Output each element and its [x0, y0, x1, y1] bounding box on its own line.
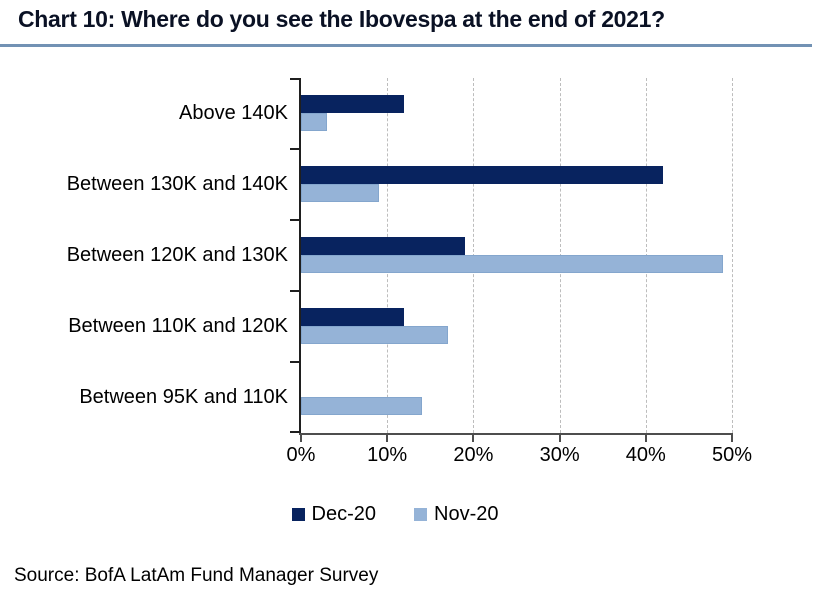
- legend-swatch-nov-20: [414, 508, 427, 521]
- bar-nov-20: [301, 255, 724, 273]
- x-tick-label: 40%: [625, 444, 666, 466]
- y-tick: [290, 361, 299, 363]
- title-underline: [0, 44, 812, 47]
- x-tick: [472, 435, 475, 442]
- y-axis-line: [299, 78, 301, 435]
- x-tick-label: 0%: [286, 444, 316, 466]
- x-tick: [300, 435, 302, 442]
- category-row: [301, 291, 732, 362]
- bar-nov-20: [301, 397, 422, 415]
- category-row: [301, 220, 732, 291]
- legend-item: Nov-20: [414, 503, 498, 526]
- bar-nov-20: [301, 184, 379, 202]
- legend-item: Dec-20: [291, 503, 376, 526]
- x-tick-label: 20%: [453, 444, 494, 466]
- x-axis-line: [299, 433, 733, 435]
- chart-title: Chart 10: Where do you see the Ibovespa …: [18, 6, 665, 32]
- category-row: [301, 362, 732, 433]
- y-tick: [290, 431, 299, 433]
- category-row: [301, 149, 732, 220]
- category-label: Between 110K and 120K: [68, 315, 288, 337]
- legend-swatch-dec-20: [291, 508, 305, 521]
- category-label: Above 140K: [179, 102, 288, 124]
- x-tick-label: 10%: [367, 444, 408, 466]
- category-axis: Above 140K Between 130K and 140K Between 1…: [0, 78, 288, 433]
- chart-legend: Dec-20 Nov-20: [0, 503, 790, 526]
- bar-dec-20: [301, 95, 405, 113]
- legend-label: Nov-20: [434, 503, 499, 525]
- category-label: Between 95K and 110K: [79, 386, 288, 408]
- x-tick: [386, 435, 389, 442]
- y-tick: [290, 290, 299, 292]
- x-tick: [731, 435, 733, 442]
- y-tick: [290, 148, 299, 150]
- bar-nov-20: [301, 326, 448, 344]
- y-tick: [290, 78, 299, 80]
- x-axis-labels: 0% 10% 20% 30% 40% 50%: [287, 444, 752, 468]
- category-label: Between 130K and 140K: [66, 173, 288, 195]
- x-tick-label: 30%: [539, 444, 580, 466]
- category-label: Between 120K and 130K: [66, 244, 288, 266]
- x-tick: [644, 435, 647, 442]
- category-row: [301, 78, 732, 149]
- x-tick: [558, 435, 561, 442]
- gridline: [732, 78, 733, 433]
- bar-dec-20: [301, 308, 405, 326]
- x-tick-label: 50%: [711, 444, 753, 466]
- source-text: Source: BofA LatAm Fund Manager Survey: [14, 565, 379, 586]
- bar-dec-20: [301, 166, 664, 184]
- bar-nov-20: [301, 113, 327, 131]
- plot-area: [290, 78, 733, 442]
- y-tick: [290, 219, 299, 221]
- legend-label: Dec-20: [311, 503, 376, 525]
- bar-dec-20: [301, 237, 465, 255]
